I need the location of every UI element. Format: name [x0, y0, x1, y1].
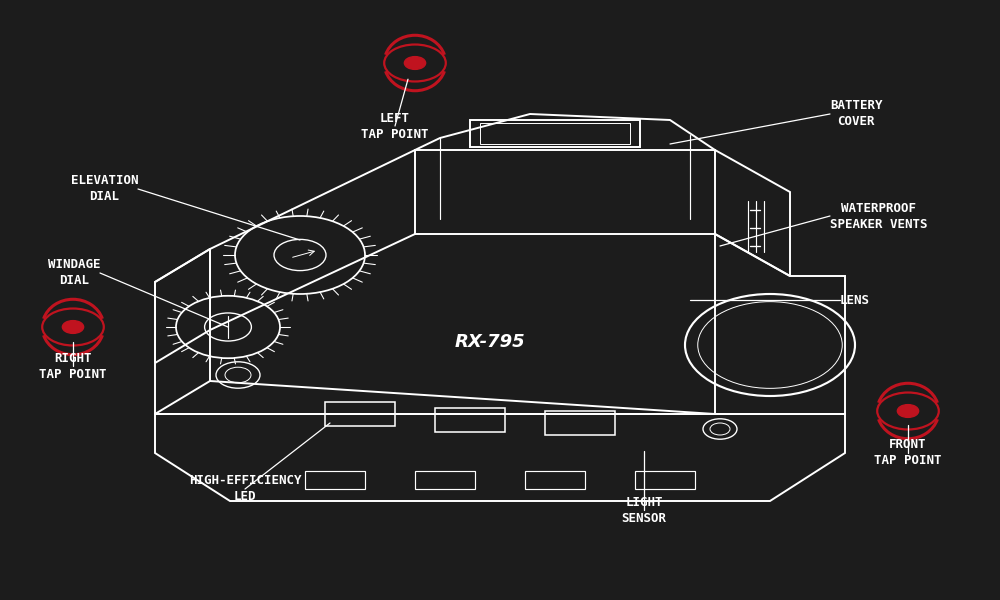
Text: WINDAGE
DIAL: WINDAGE DIAL: [48, 259, 100, 287]
Text: HIGH-EFFICIENCY
LED: HIGH-EFFICIENCY LED: [189, 475, 301, 503]
Text: WATERPROOF
SPEAKER VENTS: WATERPROOF SPEAKER VENTS: [830, 202, 928, 230]
Text: RX-795: RX-795: [455, 333, 525, 351]
Circle shape: [62, 320, 84, 334]
Text: ELEVATION
DIAL: ELEVATION DIAL: [70, 175, 138, 203]
Circle shape: [404, 56, 426, 70]
Text: LIGHT
SENSOR: LIGHT SENSOR: [622, 496, 666, 524]
Text: RIGHT
TAP POINT: RIGHT TAP POINT: [39, 352, 107, 380]
Text: BATTERY
COVER: BATTERY COVER: [830, 100, 883, 128]
Circle shape: [897, 404, 919, 418]
Text: LEFT
TAP POINT: LEFT TAP POINT: [361, 112, 429, 140]
Text: LENS: LENS: [840, 293, 870, 307]
Text: FRONT
TAP POINT: FRONT TAP POINT: [874, 439, 942, 467]
